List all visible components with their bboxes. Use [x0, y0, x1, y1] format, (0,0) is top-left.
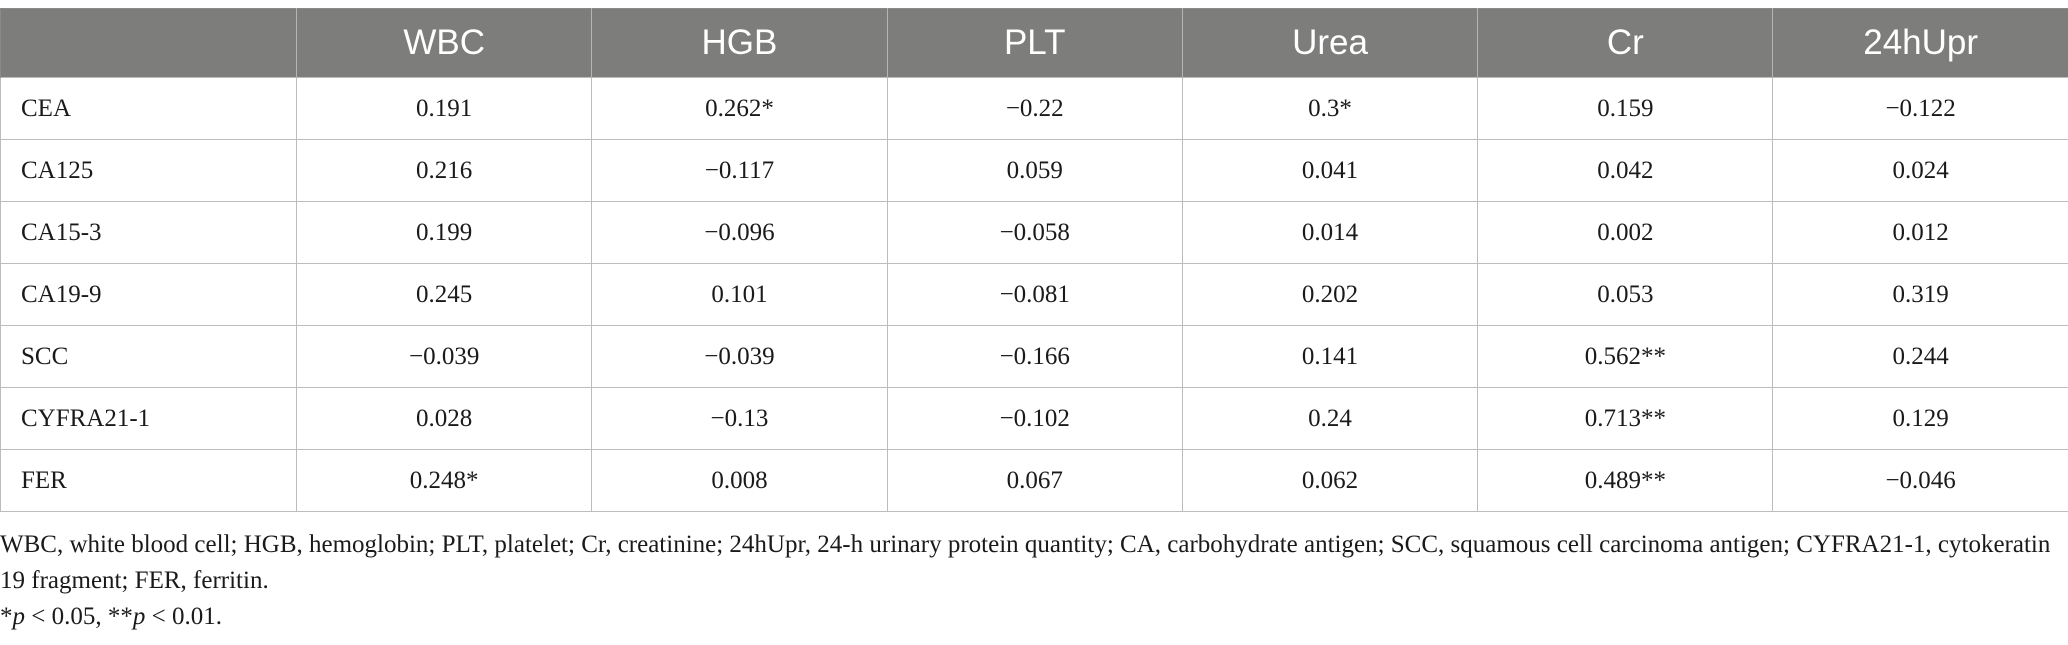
table-cell: 0.101 — [591, 263, 888, 326]
table-cell: −0.096 — [591, 201, 888, 264]
table-header: WBC HGB PLT Urea Cr 24hUpr — [0, 8, 2068, 78]
table-cell: 0.199 — [295, 201, 593, 264]
table-cell: 0.489** — [1477, 449, 1774, 512]
table-cell: 0.062 — [1181, 449, 1479, 512]
table-cell: 0.129 — [1772, 387, 2068, 450]
table-cell: 0.248* — [295, 449, 593, 512]
table-cell: −0.039 — [295, 325, 593, 388]
correlation-table-container: WBC HGB PLT Urea Cr 24hUpr CEA 0.191 0.2… — [0, 8, 2068, 512]
table-cell: 0.024 — [1772, 139, 2068, 202]
table-cell: 0.002 — [1477, 201, 1774, 264]
table-cell: 0.159 — [1477, 77, 1774, 140]
table-cell: −0.122 — [1772, 77, 2068, 140]
table-cell: −0.13 — [591, 387, 888, 450]
table-cell: −0.166 — [886, 325, 1183, 388]
table-row: CA125 0.216 −0.117 0.059 0.041 0.042 0.0… — [0, 139, 2068, 202]
table-cell: 0.713** — [1477, 387, 1774, 450]
significance-note: *p < 0.05, **p < 0.01. — [0, 599, 2060, 635]
p-variable-2: p — [132, 603, 146, 630]
header-corner-cell — [0, 8, 297, 78]
table-cell: 0.562** — [1477, 325, 1774, 388]
table-cell: 0.042 — [1477, 139, 1774, 202]
table-cell: −0.22 — [886, 77, 1183, 140]
table-cell: 0.244 — [1772, 325, 2068, 388]
table-cell: −0.039 — [591, 325, 888, 388]
table-row: CEA 0.191 0.262* −0.22 0.3* 0.159 −0.122 — [0, 77, 2068, 140]
table-cell: 0.028 — [295, 387, 593, 450]
table-row: CYFRA21-1 0.028 −0.13 −0.102 0.24 0.713*… — [0, 387, 2068, 450]
correlation-table: WBC HGB PLT Urea Cr 24hUpr CEA 0.191 0.2… — [0, 8, 2068, 512]
row-label: CYFRA21-1 — [0, 387, 297, 450]
table-cell: −0.046 — [1772, 449, 2068, 512]
table-row: FER 0.248* 0.008 0.067 0.062 0.489** −0.… — [0, 449, 2068, 512]
row-label: CA19-9 — [0, 263, 297, 326]
row-label: FER — [0, 449, 297, 512]
table-row: CA19-9 0.245 0.101 −0.081 0.202 0.053 0.… — [0, 263, 2068, 326]
table-cell: 0.319 — [1772, 263, 2068, 326]
row-label: CA125 — [0, 139, 297, 202]
abbreviations-note: WBC, white blood cell; HGB, hemoglobin; … — [0, 531, 2051, 594]
p-variable-1: p — [12, 603, 26, 630]
table-cell: 0.245 — [295, 263, 593, 326]
table-body: CEA 0.191 0.262* −0.22 0.3* 0.159 −0.122… — [0, 77, 2068, 512]
table-cell: 0.202 — [1181, 263, 1479, 326]
table-cell: 0.216 — [295, 139, 593, 202]
table-cell: 0.141 — [1181, 325, 1479, 388]
table-cell: 0.014 — [1181, 201, 1479, 264]
table-footnote: WBC, white blood cell; HGB, hemoglobin; … — [0, 527, 2060, 635]
row-label: SCC — [0, 325, 297, 388]
header-cell-plt: PLT — [886, 8, 1183, 78]
table-cell: −0.102 — [886, 387, 1183, 450]
table-cell: 0.053 — [1477, 263, 1774, 326]
row-label: CA15-3 — [0, 201, 297, 264]
significance-text-2: < 0.01. — [145, 603, 222, 630]
significance-marker-1: * — [0, 603, 13, 630]
table-cell: 0.041 — [1181, 139, 1479, 202]
table-cell: 0.3* — [1181, 77, 1479, 140]
table-row: SCC −0.039 −0.039 −0.166 0.141 0.562** 0… — [0, 325, 2068, 388]
header-cell-cr: Cr — [1477, 8, 1774, 78]
table-cell: 0.059 — [886, 139, 1183, 202]
header-cell-wbc: WBC — [295, 8, 593, 78]
table-row: CA15-3 0.199 −0.096 −0.058 0.014 0.002 0… — [0, 201, 2068, 264]
row-label: CEA — [0, 77, 297, 140]
table-cell: 0.24 — [1181, 387, 1479, 450]
table-cell: 0.067 — [886, 449, 1183, 512]
table-cell: −0.117 — [591, 139, 888, 202]
table-cell: −0.081 — [886, 263, 1183, 326]
header-cell-hgb: HGB — [591, 8, 888, 78]
table-cell: 0.008 — [591, 449, 888, 512]
table-cell: 0.191 — [295, 77, 593, 140]
table-cell: 0.262* — [591, 77, 888, 140]
header-row: WBC HGB PLT Urea Cr 24hUpr — [0, 8, 2068, 78]
header-cell-urea: Urea — [1181, 8, 1479, 78]
header-cell-24hupr: 24hUpr — [1772, 8, 2068, 78]
table-cell: 0.012 — [1772, 201, 2068, 264]
significance-text-1: < 0.05, ** — [25, 603, 133, 630]
table-cell: −0.058 — [886, 201, 1183, 264]
